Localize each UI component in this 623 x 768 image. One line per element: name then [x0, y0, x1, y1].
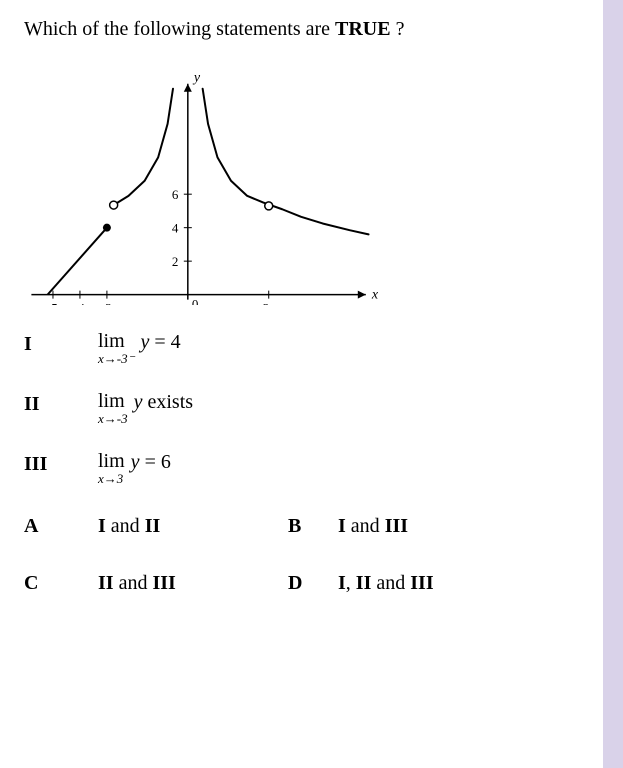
lim-rest-III: = 6	[140, 451, 171, 473]
lim-sub-II: x→-3	[98, 412, 128, 425]
lim-block-III: lim x→3	[98, 451, 125, 485]
statement-body-I: lim x→-3⁻ y = 4	[98, 331, 181, 365]
lim-expr-III: y = 6	[131, 451, 171, 472]
choice-D-part1: I, II and III	[338, 572, 434, 594]
lim-block-II: lim x→-3	[98, 391, 128, 425]
svg-text:y: y	[192, 75, 201, 86]
lim-sub-III: x→3	[98, 472, 125, 485]
choice-text-C: II and III	[98, 572, 288, 595]
lim-word-II: lim	[98, 391, 128, 411]
choice-grid: A I and II B I and III C II and III D I,…	[24, 515, 595, 595]
lim-var-II: y	[134, 391, 143, 413]
statement-row-II: II lim x→-3 y exists	[24, 391, 595, 425]
svg-text:x: x	[371, 288, 379, 303]
lim-expr-II: y exists	[134, 391, 193, 412]
choice-label-C: C	[24, 572, 98, 595]
page-content: Which of the following statements are TR…	[0, 0, 623, 613]
svg-text:-4: -4	[74, 301, 85, 305]
choice-text-A: I and II	[98, 515, 288, 538]
choice-text-D: I, II and III	[338, 572, 595, 595]
statement-row-III: III lim x→3 y = 6	[24, 451, 595, 485]
side-accent-bar	[603, 0, 623, 768]
choice-C-part1: II and III	[98, 572, 176, 594]
statement-row-I: I lim x→-3⁻ y = 4	[24, 331, 595, 365]
statement-body-III: lim x→3 y = 6	[98, 451, 171, 485]
statement-label-II: II	[24, 391, 98, 416]
graph-container: y x 0 -5 -4 -3 3 2 4 6	[24, 75, 384, 305]
lim-sub-I: x→-3⁻	[98, 352, 134, 365]
choice-B-part1: I and III	[338, 515, 408, 537]
statement-label-I: I	[24, 331, 98, 356]
svg-text:2: 2	[172, 254, 179, 269]
question-text: Which of the following statements are TR…	[24, 18, 595, 41]
graph-svg: y x 0 -5 -4 -3 3 2 4 6	[24, 75, 384, 305]
lim-word-III: lim	[98, 451, 125, 471]
svg-text:-3: -3	[101, 301, 112, 305]
question-suffix: ?	[391, 18, 405, 40]
statement-label-III: III	[24, 451, 98, 476]
question-bold: TRUE	[335, 18, 391, 40]
svg-text:0: 0	[192, 297, 199, 305]
lim-var-III: y	[131, 451, 140, 473]
svg-text:6: 6	[172, 187, 179, 202]
lim-word-I: lim	[98, 331, 134, 351]
choice-label-A: A	[24, 515, 98, 538]
lim-rest-I: = 4	[149, 331, 180, 353]
choice-label-D: D	[288, 572, 338, 595]
lim-rest-II: exists	[143, 391, 194, 413]
choice-text-B: I and III	[338, 515, 595, 538]
question-prefix: Which of the following statements are	[24, 18, 335, 40]
svg-text:3: 3	[263, 301, 270, 305]
svg-text:-5: -5	[47, 301, 58, 305]
statement-body-II: lim x→-3 y exists	[98, 391, 193, 425]
choice-label-B: B	[288, 515, 338, 538]
choice-A-part1: I and II	[98, 515, 160, 537]
lim-block-I: lim x→-3⁻	[98, 331, 134, 365]
svg-text:4: 4	[172, 221, 179, 236]
lim-expr-I: y = 4	[140, 331, 180, 352]
